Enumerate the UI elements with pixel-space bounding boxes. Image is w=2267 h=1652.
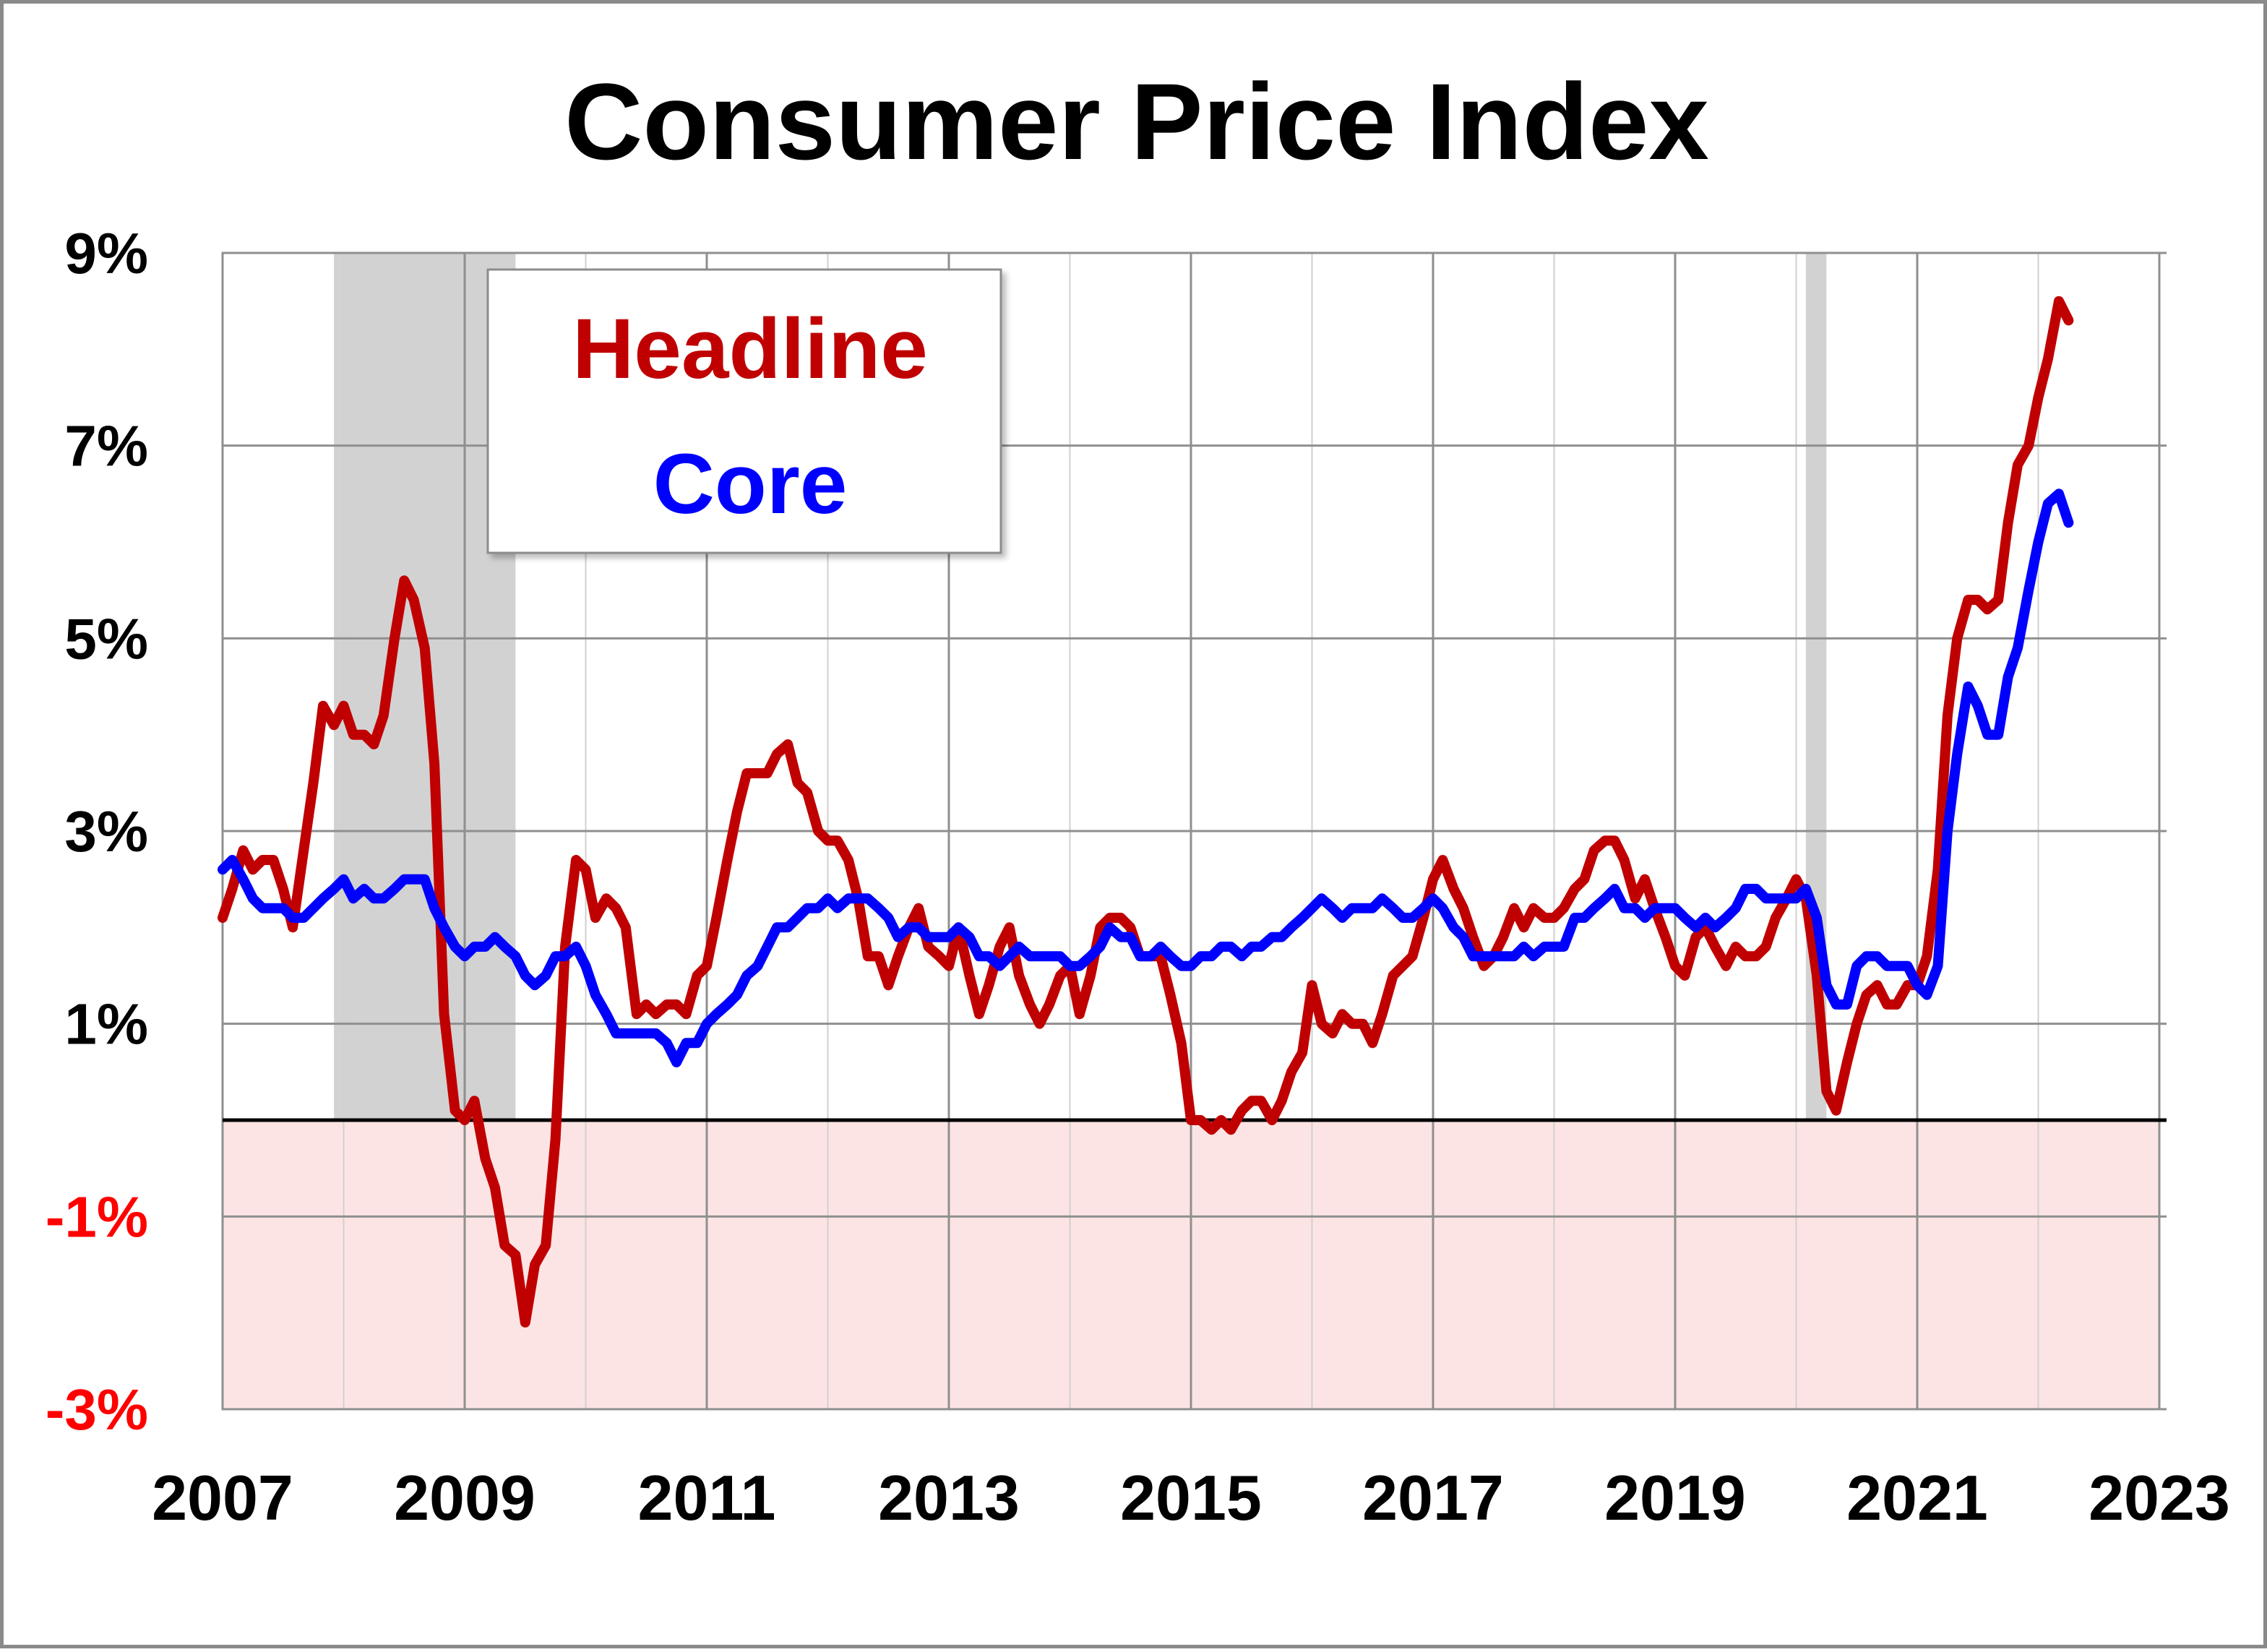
x-tick-label: 2021	[1846, 1462, 1988, 1533]
x-tick-labels: 2007 2009 2011 2013 2015 2017 2019 2021 2023	[152, 1462, 2230, 1533]
y-tick-label: 9%	[64, 221, 148, 285]
x-tick-label: 2013	[878, 1462, 1020, 1533]
y-tick-label: 3%	[64, 799, 148, 864]
x-tick-label: 2007	[152, 1462, 293, 1533]
x-tick-label: 2017	[1362, 1462, 1504, 1533]
cpi-line-chart: Consumer Price Index 9% 7% 5% 3% 1% -1% -3% 20…	[46, 61, 2230, 1533]
series-lines	[218, 296, 2074, 1328]
legend-headline-label: Headline	[572, 301, 928, 397]
y-tick-label: -3%	[46, 1377, 148, 1442]
legend: Headline Core	[486, 268, 1002, 554]
x-tick-label: 2023	[2089, 1462, 2230, 1533]
x-tick-label: 2011	[638, 1462, 776, 1533]
y-tick-label: -1%	[46, 1184, 148, 1249]
legend-box	[486, 268, 1002, 554]
series-line-core	[218, 489, 2074, 1067]
grid-lines	[221, 251, 2167, 1411]
chart-title: Consumer Price Index	[564, 61, 1709, 182]
y-tick-label: 7%	[64, 414, 148, 478]
y-tick-label: 1%	[64, 992, 148, 1057]
legend-core-label: Core	[653, 436, 848, 532]
x-tick-label: 2015	[1120, 1462, 1262, 1533]
x-tick-label: 2019	[1604, 1462, 1746, 1533]
x-tick-label: 2009	[394, 1462, 535, 1533]
y-tick-labels: 9% 7% 5% 3% 1% -1% -3%	[46, 221, 148, 1442]
y-tick-label: 5%	[64, 606, 148, 671]
